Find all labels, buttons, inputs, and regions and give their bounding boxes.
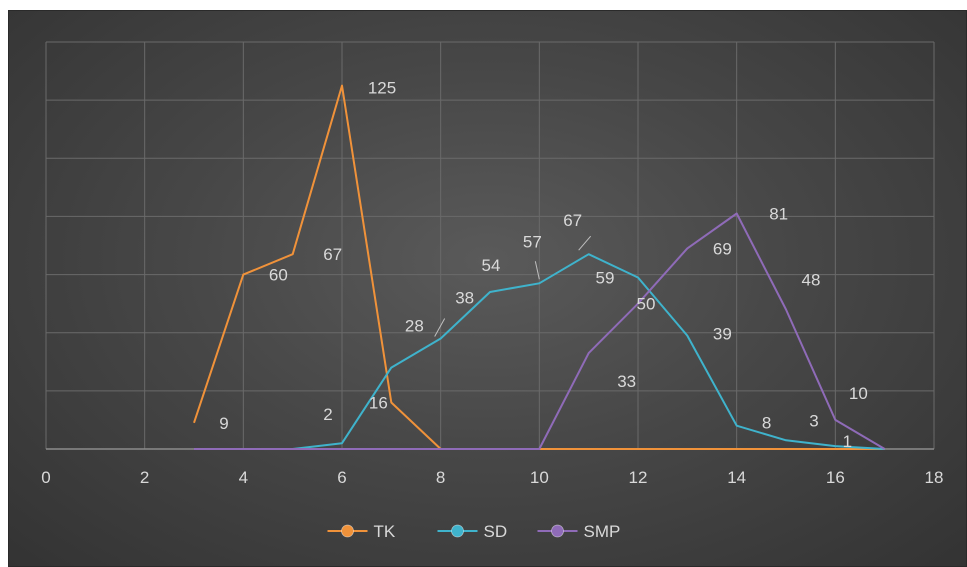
gridlines: [45, 41, 935, 449]
data-label-smp: 50: [637, 295, 656, 314]
data-label-tk: 60: [269, 266, 288, 285]
data-label-tk: 9: [219, 414, 228, 433]
legend-marker-icon: [451, 524, 464, 538]
legend-label: TK: [374, 522, 396, 541]
data-label-sd: 8: [762, 414, 771, 433]
x-tick-label: 0: [41, 468, 50, 487]
data-label-sd: 28: [405, 317, 424, 336]
data-label-smp: 10: [849, 384, 868, 403]
legend-item-sd: SD: [437, 522, 508, 541]
leader-line: [534, 261, 540, 280]
leader-line: [434, 318, 446, 337]
x-tick-label: 12: [629, 468, 648, 487]
legend-item-smp: SMP: [537, 522, 621, 541]
x-tick-label: 4: [239, 468, 248, 487]
legend-label: SD: [484, 522, 508, 541]
data-label-sd: 2: [323, 405, 332, 424]
legend-label: SMP: [584, 522, 621, 541]
series-line-smp: [194, 212, 886, 450]
data-label-sd: 67: [563, 211, 582, 230]
series-line-sd: [194, 253, 885, 450]
x-tick-label: 14: [727, 468, 746, 487]
data-label-sd: 39: [713, 325, 732, 344]
data-label-tk: 67: [323, 245, 342, 264]
data-label-smp: 33: [617, 372, 636, 391]
data-label-sd: 1: [843, 432, 852, 451]
leader-lines: [434, 235, 592, 337]
chart-area: 0 2 4 6 8 10 12 14 16 18 9 60 67 125 16 2 28 38 54 57 67 59 3…: [8, 10, 967, 567]
legend-item-tk: TK: [327, 522, 396, 541]
data-label-smp: 81: [769, 205, 788, 224]
x-axis: 0 2 4 6 8 10 12 14 16 18: [41, 448, 944, 487]
data-label-sd: 3: [809, 411, 818, 430]
series-lines: [193, 84, 886, 450]
x-tick-label: 8: [436, 468, 445, 487]
data-label-tk: 125: [368, 79, 396, 98]
legend-marker-icon: [551, 524, 564, 538]
line-chart: 0 2 4 6 8 10 12 14 16 18 960671251622838545767593…: [41, 41, 944, 541]
x-tick-label: 2: [140, 468, 149, 487]
x-tick-label: 10: [530, 468, 549, 487]
legend-marker-icon: [341, 524, 354, 538]
data-label-sd: 38: [455, 289, 474, 308]
data-label-sd: 54: [482, 256, 501, 275]
data-label-smp: 69: [713, 239, 732, 258]
data-labels: 9 60 67 125 16 2 28 38 54 57 67 59 39 8 3 1 33 50 69 81 48 10: [219, 79, 868, 451]
data-label-sd: 59: [596, 268, 615, 287]
x-tick-label: 18: [925, 468, 944, 487]
data-label-smp: 48: [802, 270, 821, 289]
x-tick-label: 6: [337, 468, 346, 487]
data-label-sd: 57: [523, 232, 542, 251]
leader-line: [578, 235, 592, 251]
x-tick-label: 16: [826, 468, 845, 487]
legend: TK SD SMP: [327, 522, 621, 541]
data-label-tk: 16: [369, 393, 388, 412]
